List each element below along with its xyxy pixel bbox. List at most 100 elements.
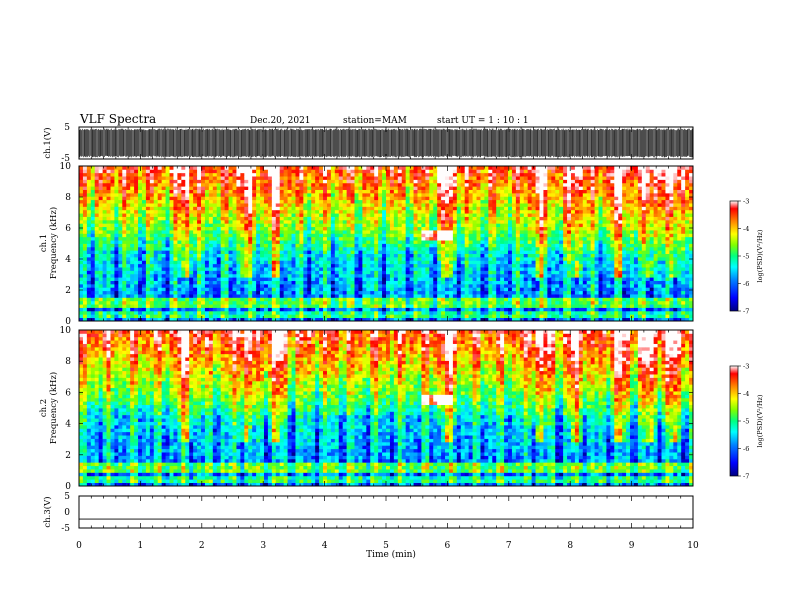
- ch1-spectrogram-cell: [413, 273, 418, 278]
- ch1-spectrogram-cell: [307, 287, 312, 292]
- ch1-spectrogram-cell: [260, 196, 265, 201]
- ch1-spectrogram-cell: [366, 209, 371, 214]
- ch1-spectrogram-cell: [114, 273, 119, 278]
- ch1-spectrogram-cell: [197, 304, 202, 308]
- ch1-spectrogram-cell: [126, 240, 131, 244]
- ch1-spectrogram-cell: [330, 246, 336, 251]
- ch1-spectrogram-cell: [397, 304, 403, 308]
- ch1-spectrogram-cell: [141, 310, 147, 315]
- ch1-spectrogram-cell: [362, 267, 367, 271]
- ch1-spectrogram-cell: [445, 297, 450, 302]
- ch1-spectrogram-cell: [323, 172, 328, 177]
- ch1-spectrogram-cell: [441, 226, 446, 231]
- ch1-spectrogram-cell: [484, 270, 489, 275]
- ch1-spectrogram-cell: [267, 287, 273, 292]
- ch1-spectrogram-cell: [90, 307, 96, 312]
- ch1-spectrogram-cell: [275, 240, 281, 244]
- ch1-spectrogram-cell: [429, 203, 434, 207]
- ch1-spectrogram-cell: [307, 230, 312, 234]
- ch1-spectrogram-cell: [165, 294, 170, 298]
- ch1-spectrogram-cell: [354, 196, 359, 201]
- ch1-spectrogram-cell: [153, 277, 159, 281]
- ch1-spectrogram-cell: [291, 186, 296, 190]
- ch1-spectrogram-cell: [464, 230, 470, 234]
- ch1-spectrogram-cell: [130, 297, 135, 302]
- ch1-spectrogram-cell: [122, 310, 127, 315]
- ch1-spectrogram-cell: [421, 256, 426, 261]
- ch1-spectrogram-cell: [201, 267, 206, 271]
- ch1-spectrogram-cell: [102, 216, 107, 221]
- ch1-spectrogram-cell: [90, 250, 96, 255]
- ch1-spectrogram-cell: [110, 280, 115, 285]
- ch1-spectrogram-cell: [114, 206, 119, 211]
- ch1-spectrogram-cell: [315, 179, 320, 184]
- ch1-spectrogram-cell: [102, 280, 107, 285]
- ch1-spectrogram-cell: [102, 263, 107, 268]
- ch1-spectrogram-cell: [425, 317, 430, 321]
- ch1-spectrogram-cell: [484, 172, 489, 177]
- ch1-spectrogram-cell: [299, 273, 304, 278]
- ch1-spectrogram-cell: [492, 166, 497, 170]
- ch1-spectrogram-cell: [358, 179, 363, 184]
- ch1-spectrogram-cell: [118, 213, 123, 217]
- ch1-spectrogram-cell: [315, 219, 320, 224]
- ch1-spectrogram-cell: [445, 189, 450, 194]
- ch1-spectrogram-cell: [437, 233, 442, 238]
- ch1-spectrogram-cell: [106, 199, 111, 204]
- ch1-spectrogram-cell: [232, 230, 237, 234]
- ch1-spectrogram-cell: [263, 307, 269, 312]
- ch1-spectrogram-cell: [330, 253, 336, 258]
- ch1-spectrogram-cell: [448, 297, 454, 302]
- ch1-spectrogram-cell: [118, 166, 123, 170]
- ch1-spectrogram-cell: [279, 189, 285, 194]
- ch1-spectrogram-cell: [126, 216, 131, 221]
- ch1-spectrogram-cell: [283, 263, 289, 268]
- ch1-spectrogram-cell: [413, 213, 418, 217]
- ch1-spectrogram-cell: [441, 196, 446, 201]
- ch1-spectrogram-cell: [307, 277, 312, 281]
- ch1-spectrogram-cell: [197, 182, 202, 187]
- ch1-spectrogram-cell: [476, 307, 481, 312]
- ch1-spectrogram-cell: [413, 169, 418, 174]
- ch1-spectrogram-cell: [232, 317, 237, 321]
- ch1-spectrogram-cell: [350, 233, 355, 238]
- ch1-spectrogram-cell: [366, 226, 371, 231]
- ch1-spectrogram-cell: [275, 182, 281, 187]
- ch1-spectrogram-cell: [496, 317, 501, 321]
- ch1-spectrogram-cell: [283, 169, 289, 174]
- ch1-spectrogram-cell: [358, 267, 363, 271]
- ch1-spectrogram-cell: [330, 189, 336, 194]
- ch1-spectrogram-cell: [220, 290, 226, 295]
- ch1-spectrogram-cell: [263, 310, 269, 315]
- ch1-spectrogram-cell: [212, 176, 218, 180]
- ch1-spectrogram-cell: [185, 314, 190, 319]
- ch1-spectrogram-cell: [425, 283, 430, 288]
- ch1-spectrogram-cell: [169, 233, 174, 238]
- ch1-spectrogram-cell: [106, 270, 111, 275]
- ch1-spectrogram-cell: [189, 307, 194, 312]
- ch1-spectrogram-cell: [102, 304, 107, 308]
- ch1-spectrogram-cell: [397, 172, 403, 177]
- ch1-spectrogram-cell: [409, 273, 414, 278]
- ch1-spectrogram-cell: [169, 287, 174, 292]
- ch1-spectrogram-cell: [169, 314, 174, 319]
- ch1-spectrogram-cell: [177, 307, 182, 312]
- ch1-spectrogram-cell: [445, 267, 450, 271]
- ch1-spectrogram-cell: [177, 290, 182, 295]
- ch1-spectrogram-cell: [299, 176, 304, 180]
- ch1-spectrogram-cell: [185, 216, 190, 221]
- ch1-spectrogram-cell: [480, 300, 485, 305]
- ch1-spectrogram-cell: [110, 307, 115, 312]
- ch1-spectrogram-cell: [220, 166, 226, 170]
- ch1-spectrogram-cell: [189, 196, 194, 201]
- ch1-spectrogram-cell: [189, 256, 194, 261]
- ch1-spectrogram-cell: [220, 270, 226, 275]
- ch1-spectrogram-cell: [212, 192, 218, 197]
- ch1-spectrogram-cell: [216, 179, 222, 184]
- ch1-spectrogram-cell: [134, 203, 139, 207]
- ch1-spectrogram-cell: [79, 226, 84, 231]
- ch1-spectrogram-cell: [98, 172, 104, 177]
- ch1-spectrogram-cell: [421, 310, 426, 315]
- ch1-spectrogram-cell: [346, 169, 351, 174]
- ch1-spectrogram-cell: [330, 196, 336, 201]
